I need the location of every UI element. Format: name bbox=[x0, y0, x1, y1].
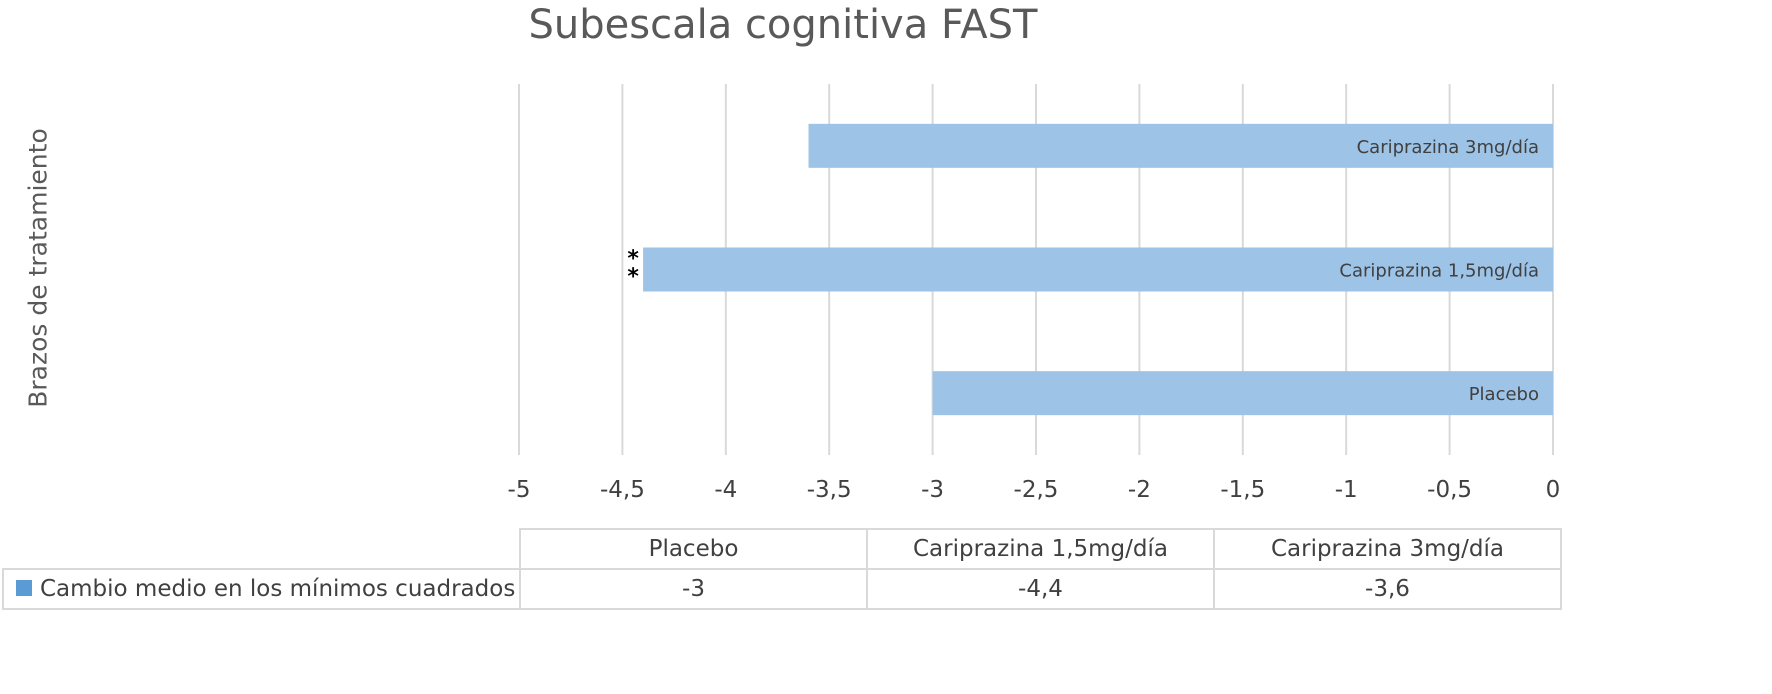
data-table-header-row: Placebo Cariprazina 1,5mg/día Cariprazin… bbox=[3, 528, 1562, 570]
x-tick-label: -2 bbox=[1128, 477, 1151, 503]
legend-key bbox=[16, 579, 32, 596]
bar-category-label: Placebo bbox=[1469, 384, 1539, 405]
data-table: Placebo Cariprazina 1,5mg/día Cariprazin… bbox=[2, 528, 1562, 610]
x-tick-label: -2,5 bbox=[1014, 477, 1059, 503]
data-table-value-row: Cambio medio en los mínimos cuadrados -3… bbox=[2, 568, 1562, 610]
x-tick-label: -4 bbox=[714, 477, 737, 503]
x-axis-tick-labels: -5 -4,5 -4 -3,5 -3 -2,5 -2 -1,5 -1 -0,5 0 bbox=[508, 477, 1561, 503]
x-tick-label: -1,5 bbox=[1220, 477, 1265, 503]
bars: Placebo Cariprazina 1,5mg/día ** Cariprazin… bbox=[627, 123, 1553, 416]
bar-category-label: Cariprazina 1,5mg/día bbox=[1339, 261, 1539, 282]
x-tick-label: -0,5 bbox=[1427, 477, 1472, 503]
x-tick-label: 0 bbox=[1546, 477, 1561, 503]
x-tick-label: -3 bbox=[921, 477, 944, 503]
data-table-header-cell: Placebo bbox=[519, 528, 868, 570]
data-table-value-cell: -4,4 bbox=[866, 568, 1215, 610]
data-table-header-cell: Cariprazina 3mg/día bbox=[1213, 528, 1562, 570]
x-tick-label: -1 bbox=[1335, 477, 1358, 503]
significance-annotation: * bbox=[627, 247, 639, 272]
x-tick-label: -3,5 bbox=[807, 477, 852, 503]
bar bbox=[932, 371, 1553, 416]
x-tick-label: -4,5 bbox=[600, 477, 645, 503]
bar bbox=[808, 123, 1553, 168]
data-table-value-cell: -3 bbox=[519, 568, 868, 610]
significance-annotation: * bbox=[627, 265, 639, 290]
legend-label: Cambio medio en los mínimos cuadrados bbox=[40, 576, 516, 602]
chart-title: Subescala cognitiva FAST bbox=[528, 2, 1038, 48]
data-table-series-cell: Cambio medio en los mínimos cuadrados bbox=[2, 568, 521, 610]
x-tick-label: -5 bbox=[508, 477, 531, 503]
data-table-corner bbox=[3, 529, 521, 570]
data-table-value-cell: -3,6 bbox=[1213, 568, 1562, 610]
bar bbox=[643, 247, 1553, 292]
bar-category-label: Cariprazina 3mg/día bbox=[1357, 137, 1539, 158]
data-table-header-cell: Cariprazina 1,5mg/día bbox=[866, 528, 1215, 570]
bar-chart: Placebo Cariprazina 1,5mg/día ** Cariprazin… bbox=[508, 84, 1561, 503]
